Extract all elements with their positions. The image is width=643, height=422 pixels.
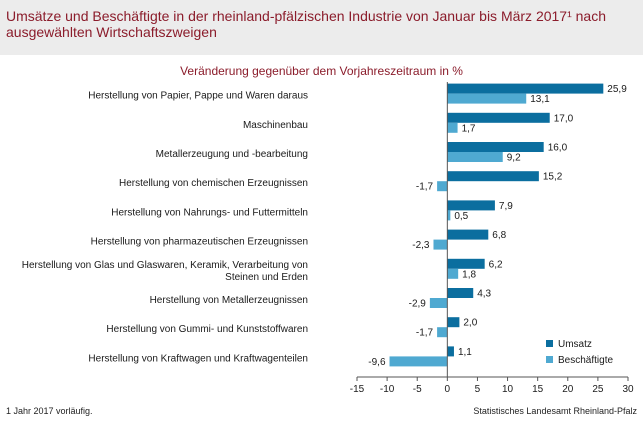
beschaeftigte-value-label: -1,7 — [416, 182, 434, 193]
x-tick-label: -15 — [350, 384, 365, 395]
x-tick-label: 10 — [502, 384, 514, 395]
umsatz-value-label: 6,8 — [492, 230, 506, 241]
beschaeftigte-bar — [433, 239, 448, 250]
umsatz-bar — [447, 288, 474, 298]
category-label: Metallerzeugung und -bearbeitung — [156, 149, 308, 160]
category-label: Herstellung von Papier, Pappe und Waren … — [88, 91, 308, 102]
x-tick-label: 25 — [592, 384, 604, 395]
beschaeftigte-bar — [389, 356, 448, 367]
header-band — [0, 0, 643, 55]
beschaeftigte-value-label: 9,2 — [507, 153, 521, 164]
category-label: Herstellung von Gummi- und Kunststoffwar… — [106, 324, 308, 335]
beschaeftigte-value-label: -2,3 — [412, 240, 430, 251]
source-note: Statistisches Landesamt Rheinland-Pfalz — [473, 406, 637, 416]
footnote: 1 Jahr 2017 vorläufig. — [6, 406, 93, 416]
beschaeftigte-value-label: -2,9 — [409, 299, 427, 310]
beschaeftigte-value-label: 13,1 — [530, 94, 550, 105]
legend-umsatz-label: Umsatz — [558, 339, 592, 350]
beschaeftigte-value-label: -9,6 — [368, 357, 386, 368]
category-label: Maschinenbau — [243, 120, 308, 131]
category-label: Herstellung von Nahrungs- und Futtermitt… — [111, 207, 308, 218]
beschaeftigte-bar — [447, 122, 458, 133]
beschaeftigte-bar — [447, 210, 451, 221]
beschaeftigte-bar — [447, 93, 527, 104]
category-label: Herstellung von chemischen Erzeugnissen — [119, 178, 308, 189]
umsatz-bar — [447, 229, 489, 240]
umsatz-value-label: 7,9 — [499, 201, 513, 212]
umsatz-value-label: 2,0 — [463, 318, 477, 329]
beschaeftigte-bar — [437, 181, 448, 192]
category-label: Herstellung von Glas und Glaswaren, Kera… — [22, 260, 308, 271]
category-label: Herstellung von pharmazeutischen Erzeugn… — [91, 237, 308, 248]
beschaeftigte-bar — [447, 152, 503, 162]
umsatz-bar — [447, 83, 604, 94]
legend-beschaeftigte-swatch — [546, 356, 553, 363]
umsatz-bar — [447, 142, 544, 152]
umsatz-value-label: 16,0 — [548, 143, 568, 154]
x-tick-label: 5 — [475, 384, 481, 395]
umsatz-value-label: 15,2 — [543, 172, 563, 183]
x-tick-label: 0 — [445, 384, 451, 395]
umsatz-bar — [447, 346, 454, 357]
x-tick-label: 15 — [532, 384, 544, 395]
umsatz-value-label: 17,0 — [554, 113, 574, 124]
category-label: Steinen und Erden — [225, 272, 308, 283]
beschaeftigte-value-label: 0,5 — [454, 211, 468, 222]
chart-title: Veränderung gegenüber dem Vorjahreszeitr… — [180, 64, 463, 78]
umsatz-value-label: 6,2 — [489, 259, 503, 270]
category-label: Herstellung von Metallerzeugnissen — [150, 295, 308, 306]
umsatz-value-label: 4,3 — [477, 289, 491, 300]
x-tick-label: -10 — [380, 384, 395, 395]
umsatz-value-label: 25,9 — [607, 84, 627, 95]
beschaeftigte-bar — [447, 268, 459, 279]
beschaeftigte-value-label: 1,8 — [462, 269, 476, 280]
beschaeftigte-bar — [429, 298, 448, 308]
legend-beschaeftigte-label: Beschäftigte — [558, 355, 613, 366]
umsatz-bar — [447, 200, 495, 211]
beschaeftigte-bar — [437, 327, 448, 338]
umsatz-bar — [447, 171, 539, 182]
umsatz-bar — [447, 317, 460, 328]
page-title: Umsätze und Beschäftigte in der rheinlan… — [6, 8, 606, 40]
x-tick-label: 30 — [622, 384, 634, 395]
umsatz-bar — [447, 112, 550, 123]
umsatz-value-label: 1,1 — [458, 347, 472, 358]
category-label: Herstellung von Kraftwagen und Kraftwage… — [88, 353, 308, 364]
umsatz-bar — [447, 258, 485, 269]
legend-umsatz-swatch — [546, 340, 553, 347]
x-tick-label: 20 — [562, 384, 574, 395]
beschaeftigte-value-label: 1,7 — [462, 123, 476, 134]
beschaeftigte-value-label: -1,7 — [416, 328, 434, 339]
x-tick-label: -5 — [413, 384, 422, 395]
